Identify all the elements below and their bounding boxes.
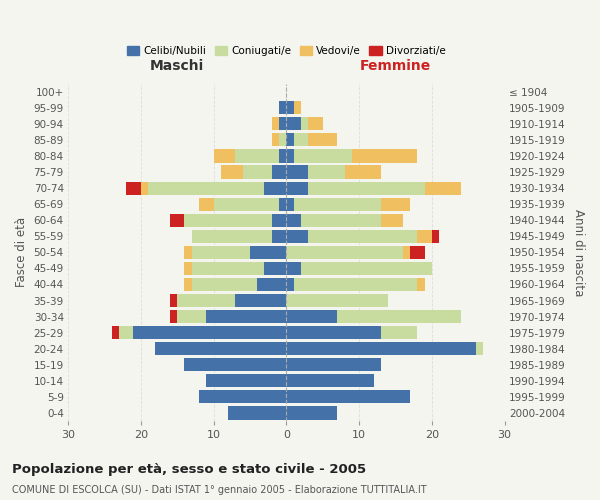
- Bar: [133, 326, 286, 339]
- Bar: [141, 182, 148, 194]
- Bar: [177, 310, 206, 323]
- Bar: [148, 182, 265, 194]
- Bar: [191, 262, 265, 275]
- Bar: [286, 390, 410, 404]
- Bar: [257, 278, 286, 291]
- Text: Femmine: Femmine: [360, 60, 431, 74]
- Bar: [177, 294, 235, 307]
- Bar: [425, 182, 461, 194]
- Bar: [119, 326, 133, 339]
- Bar: [286, 101, 293, 114]
- Bar: [432, 230, 439, 243]
- Bar: [286, 230, 308, 243]
- Bar: [214, 198, 279, 210]
- Bar: [418, 230, 432, 243]
- Bar: [272, 166, 286, 178]
- Bar: [228, 406, 286, 420]
- Bar: [286, 246, 403, 259]
- Bar: [242, 166, 272, 178]
- Bar: [403, 246, 410, 259]
- Bar: [170, 310, 177, 323]
- Bar: [308, 134, 337, 146]
- Bar: [279, 118, 286, 130]
- Bar: [235, 150, 279, 162]
- Bar: [286, 214, 301, 227]
- Bar: [344, 166, 381, 178]
- Bar: [381, 198, 410, 210]
- Bar: [308, 166, 344, 178]
- Bar: [410, 246, 425, 259]
- Bar: [308, 118, 323, 130]
- Bar: [279, 134, 286, 146]
- Bar: [206, 374, 286, 388]
- Bar: [112, 326, 119, 339]
- Bar: [191, 246, 250, 259]
- Bar: [286, 294, 388, 307]
- Bar: [272, 118, 279, 130]
- Bar: [279, 198, 286, 210]
- Y-axis label: Fasce di età: Fasce di età: [15, 218, 28, 288]
- Bar: [184, 214, 272, 227]
- Bar: [199, 390, 286, 404]
- Bar: [301, 118, 308, 130]
- Bar: [286, 374, 374, 388]
- Bar: [184, 246, 191, 259]
- Bar: [214, 150, 235, 162]
- Bar: [206, 310, 286, 323]
- Bar: [286, 198, 293, 210]
- Legend: Celibi/Nubili, Coniugati/e, Vedovi/e, Divorziati/e: Celibi/Nubili, Coniugati/e, Vedovi/e, Di…: [122, 42, 450, 60]
- Bar: [286, 166, 308, 178]
- Bar: [286, 310, 337, 323]
- Bar: [286, 150, 293, 162]
- Bar: [184, 262, 191, 275]
- Bar: [272, 134, 279, 146]
- Bar: [126, 182, 141, 194]
- Bar: [170, 294, 177, 307]
- Bar: [476, 342, 483, 355]
- Bar: [279, 150, 286, 162]
- Bar: [308, 182, 425, 194]
- Bar: [184, 358, 286, 372]
- Bar: [381, 214, 403, 227]
- Bar: [286, 358, 381, 372]
- Bar: [293, 278, 418, 291]
- Bar: [301, 214, 381, 227]
- Bar: [191, 230, 272, 243]
- Bar: [301, 262, 432, 275]
- Text: Popolazione per età, sesso e stato civile - 2005: Popolazione per età, sesso e stato civil…: [12, 462, 366, 475]
- Text: Maschi: Maschi: [150, 60, 204, 74]
- Bar: [308, 230, 418, 243]
- Bar: [279, 101, 286, 114]
- Y-axis label: Anni di nascita: Anni di nascita: [572, 208, 585, 296]
- Bar: [191, 278, 257, 291]
- Bar: [250, 246, 286, 259]
- Bar: [286, 182, 308, 194]
- Bar: [199, 198, 214, 210]
- Bar: [235, 294, 286, 307]
- Text: COMUNE DI ESCOLCA (SU) - Dati ISTAT 1° gennaio 2005 - Elaborazione TUTTITALIA.IT: COMUNE DI ESCOLCA (SU) - Dati ISTAT 1° g…: [12, 485, 427, 495]
- Bar: [286, 118, 301, 130]
- Bar: [293, 101, 301, 114]
- Bar: [272, 230, 286, 243]
- Bar: [155, 342, 286, 355]
- Bar: [286, 342, 476, 355]
- Bar: [170, 214, 184, 227]
- Bar: [286, 134, 293, 146]
- Bar: [272, 214, 286, 227]
- Bar: [293, 134, 308, 146]
- Bar: [286, 406, 337, 420]
- Bar: [293, 198, 381, 210]
- Bar: [221, 166, 242, 178]
- Bar: [184, 278, 191, 291]
- Bar: [381, 326, 418, 339]
- Bar: [286, 262, 301, 275]
- Bar: [286, 326, 381, 339]
- Bar: [293, 150, 352, 162]
- Bar: [418, 278, 425, 291]
- Bar: [337, 310, 461, 323]
- Bar: [265, 182, 286, 194]
- Bar: [286, 278, 293, 291]
- Bar: [265, 262, 286, 275]
- Bar: [352, 150, 418, 162]
